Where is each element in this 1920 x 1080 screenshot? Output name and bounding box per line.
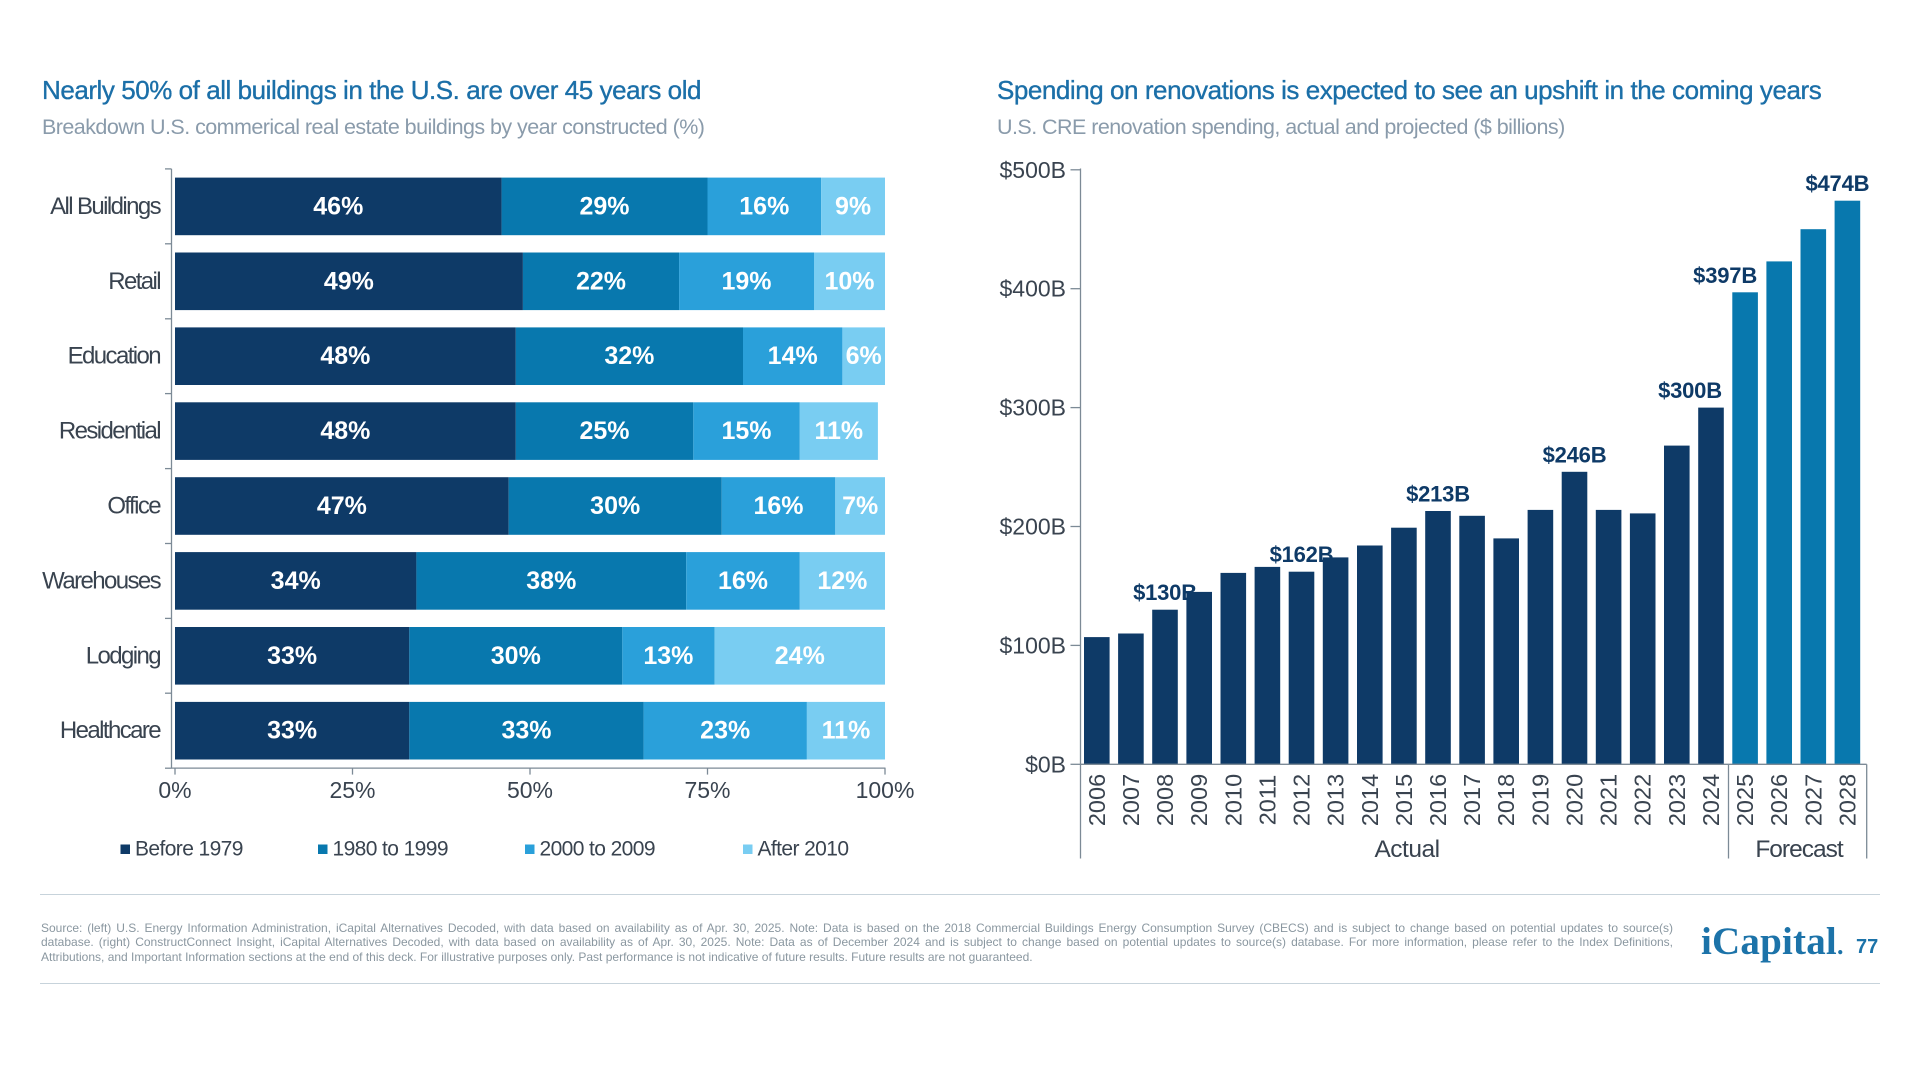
svg-text:100%: 100% — [856, 777, 915, 803]
svg-text:Lodging: Lodging — [86, 642, 160, 669]
svg-text:12%: 12% — [817, 567, 867, 595]
svg-text:After 2010: After 2010 — [758, 838, 849, 861]
svg-text:2008: 2008 — [1152, 774, 1178, 826]
svg-text:2017: 2017 — [1459, 774, 1485, 826]
svg-text:$0B: $0B — [1025, 751, 1066, 777]
svg-text:Actual: Actual — [1374, 836, 1439, 863]
svg-text:Healthcare: Healthcare — [60, 717, 161, 744]
svg-text:7%: 7% — [842, 492, 878, 520]
svg-text:$500B: $500B — [999, 157, 1066, 183]
svg-text:0%: 0% — [158, 777, 191, 803]
svg-text:Office: Office — [107, 493, 161, 520]
svg-text:Warehouses: Warehouses — [42, 567, 161, 594]
svg-text:11%: 11% — [822, 717, 871, 745]
svg-text:2023: 2023 — [1664, 774, 1690, 826]
svg-text:47%: 47% — [317, 492, 367, 520]
svg-text:2014: 2014 — [1357, 774, 1383, 826]
svg-text:32%: 32% — [604, 342, 654, 370]
svg-text:All Buildings: All Buildings — [50, 193, 162, 220]
svg-text:2026: 2026 — [1766, 774, 1792, 826]
svg-text:2015: 2015 — [1391, 774, 1417, 826]
svg-text:1980 to 1999: 1980 to 1999 — [333, 838, 448, 861]
svg-text:48%: 48% — [320, 342, 370, 370]
svg-text:9%: 9% — [835, 192, 871, 220]
svg-text:$200B: $200B — [999, 514, 1066, 540]
svg-text:25%: 25% — [579, 417, 629, 445]
svg-text:2019: 2019 — [1527, 774, 1553, 826]
svg-text:16%: 16% — [739, 192, 789, 220]
svg-text:$213B: $213B — [1406, 482, 1470, 507]
svg-text:33%: 33% — [267, 642, 317, 670]
svg-text:$246B: $246B — [1543, 442, 1607, 467]
svg-text:Retail: Retail — [108, 268, 160, 295]
svg-text:30%: 30% — [590, 492, 640, 520]
svg-text:2012: 2012 — [1289, 774, 1315, 826]
svg-text:$300B: $300B — [1658, 378, 1722, 403]
svg-text:2018: 2018 — [1493, 774, 1519, 826]
svg-text:49%: 49% — [324, 267, 374, 295]
svg-text:6%: 6% — [846, 342, 882, 370]
svg-text:14%: 14% — [768, 342, 818, 370]
svg-text:Before 1979: Before 1979 — [135, 838, 243, 861]
svg-text:$100B: $100B — [999, 632, 1066, 658]
svg-text:2006: 2006 — [1084, 774, 1110, 826]
svg-text:24%: 24% — [775, 642, 825, 670]
svg-text:13%: 13% — [643, 642, 693, 670]
svg-text:30%: 30% — [491, 642, 541, 670]
svg-text:22%: 22% — [576, 267, 626, 295]
svg-text:10%: 10% — [824, 267, 874, 295]
svg-text:2025: 2025 — [1732, 774, 1758, 826]
svg-text:$397B: $397B — [1693, 263, 1757, 288]
svg-text:2011: 2011 — [1254, 775, 1280, 826]
svg-text:23%: 23% — [700, 717, 750, 745]
svg-text:2022: 2022 — [1630, 774, 1656, 826]
svg-text:Residential: Residential — [59, 418, 160, 445]
svg-text:16%: 16% — [753, 492, 803, 520]
svg-text:33%: 33% — [267, 717, 317, 745]
svg-text:11%: 11% — [814, 417, 863, 445]
svg-text:2000 to 2009: 2000 to 2009 — [540, 838, 655, 861]
svg-text:46%: 46% — [313, 192, 363, 220]
svg-text:$300B: $300B — [999, 395, 1066, 421]
svg-text:2028: 2028 — [1834, 774, 1860, 826]
svg-text:38%: 38% — [526, 567, 576, 595]
svg-text:25%: 25% — [329, 777, 375, 803]
svg-text:$474B: $474B — [1805, 171, 1869, 196]
svg-text:19%: 19% — [721, 267, 771, 295]
svg-text:2020: 2020 — [1562, 774, 1588, 826]
svg-text:75%: 75% — [684, 777, 730, 803]
svg-text:2013: 2013 — [1323, 774, 1349, 826]
svg-text:Education: Education — [68, 343, 161, 370]
svg-text:2016: 2016 — [1425, 774, 1451, 826]
svg-text:29%: 29% — [579, 192, 629, 220]
svg-text:2027: 2027 — [1800, 774, 1826, 826]
svg-text:50%: 50% — [507, 777, 553, 803]
svg-text:34%: 34% — [271, 567, 321, 595]
svg-text:2009: 2009 — [1186, 774, 1212, 826]
svg-text:2010: 2010 — [1220, 774, 1246, 826]
svg-text:15%: 15% — [721, 417, 771, 445]
svg-text:2007: 2007 — [1118, 774, 1144, 826]
svg-text:$400B: $400B — [999, 276, 1066, 302]
svg-text:16%: 16% — [718, 567, 768, 595]
svg-text:Forecast: Forecast — [1755, 836, 1844, 863]
svg-text:33%: 33% — [501, 717, 551, 745]
svg-text:48%: 48% — [320, 417, 370, 445]
svg-text:2021: 2021 — [1596, 774, 1622, 826]
svg-text:2024: 2024 — [1698, 774, 1724, 826]
